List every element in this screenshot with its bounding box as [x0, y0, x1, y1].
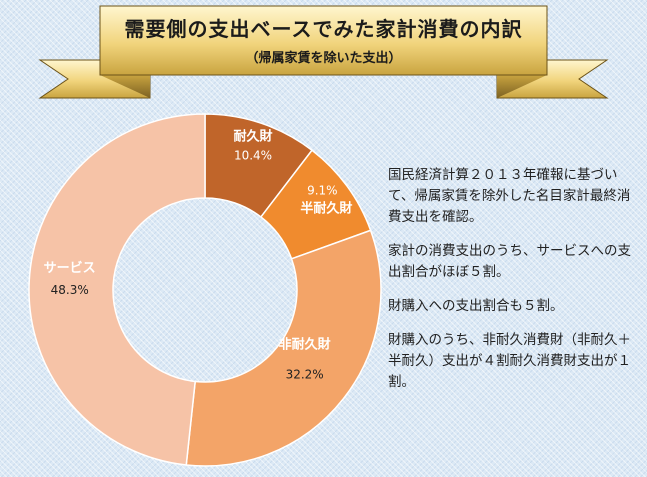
chart-subtitle: （帰属家賃を除いた支出） [245, 51, 402, 66]
banner-main [99, 5, 548, 76]
note-paragraph: 家計の消費支出のうち、サービスへの支出割合がほぼ５割。 [388, 243, 631, 280]
note-paragraph: 財購入のうち、非耐久消費財（非耐久＋半耐久）支出が４割耐久消費財支出が１割。 [388, 332, 631, 390]
slice-category-label: 非耐久財 [279, 336, 331, 352]
note-paragraph: 国民経済計算２０１３年確報に基づいて、帰属家賃を除外した名目家計最終消費支出を確… [388, 167, 631, 225]
slice-category-label: サービス [44, 260, 96, 276]
slice-value-label: 9.1% [307, 184, 338, 198]
banner-fold-left [100, 75, 150, 98]
note-paragraph: 財購入への支出割合も５割。 [388, 298, 564, 314]
slice-value-label: 32.2% [286, 367, 324, 381]
slice-services [28, 113, 206, 466]
slice-nondurable [185, 229, 382, 467]
slice-category-label: 半耐久財 [300, 201, 352, 217]
slice-value-label: 48.3% [51, 283, 89, 297]
title-banner [38, 5, 609, 99]
chart-title: 需要側の支出ベースでみた家計消費の内訳 [124, 17, 523, 41]
banner-fold-right [497, 75, 547, 98]
slice-value-label: 10.4% [234, 148, 272, 162]
slice-category-label: 耐久財 [234, 128, 273, 144]
notes-panel: 国民経済計算２０１３年確報に基づいて、帰属家賃を除外した名目家計最終消費支出を確… [388, 165, 633, 406]
